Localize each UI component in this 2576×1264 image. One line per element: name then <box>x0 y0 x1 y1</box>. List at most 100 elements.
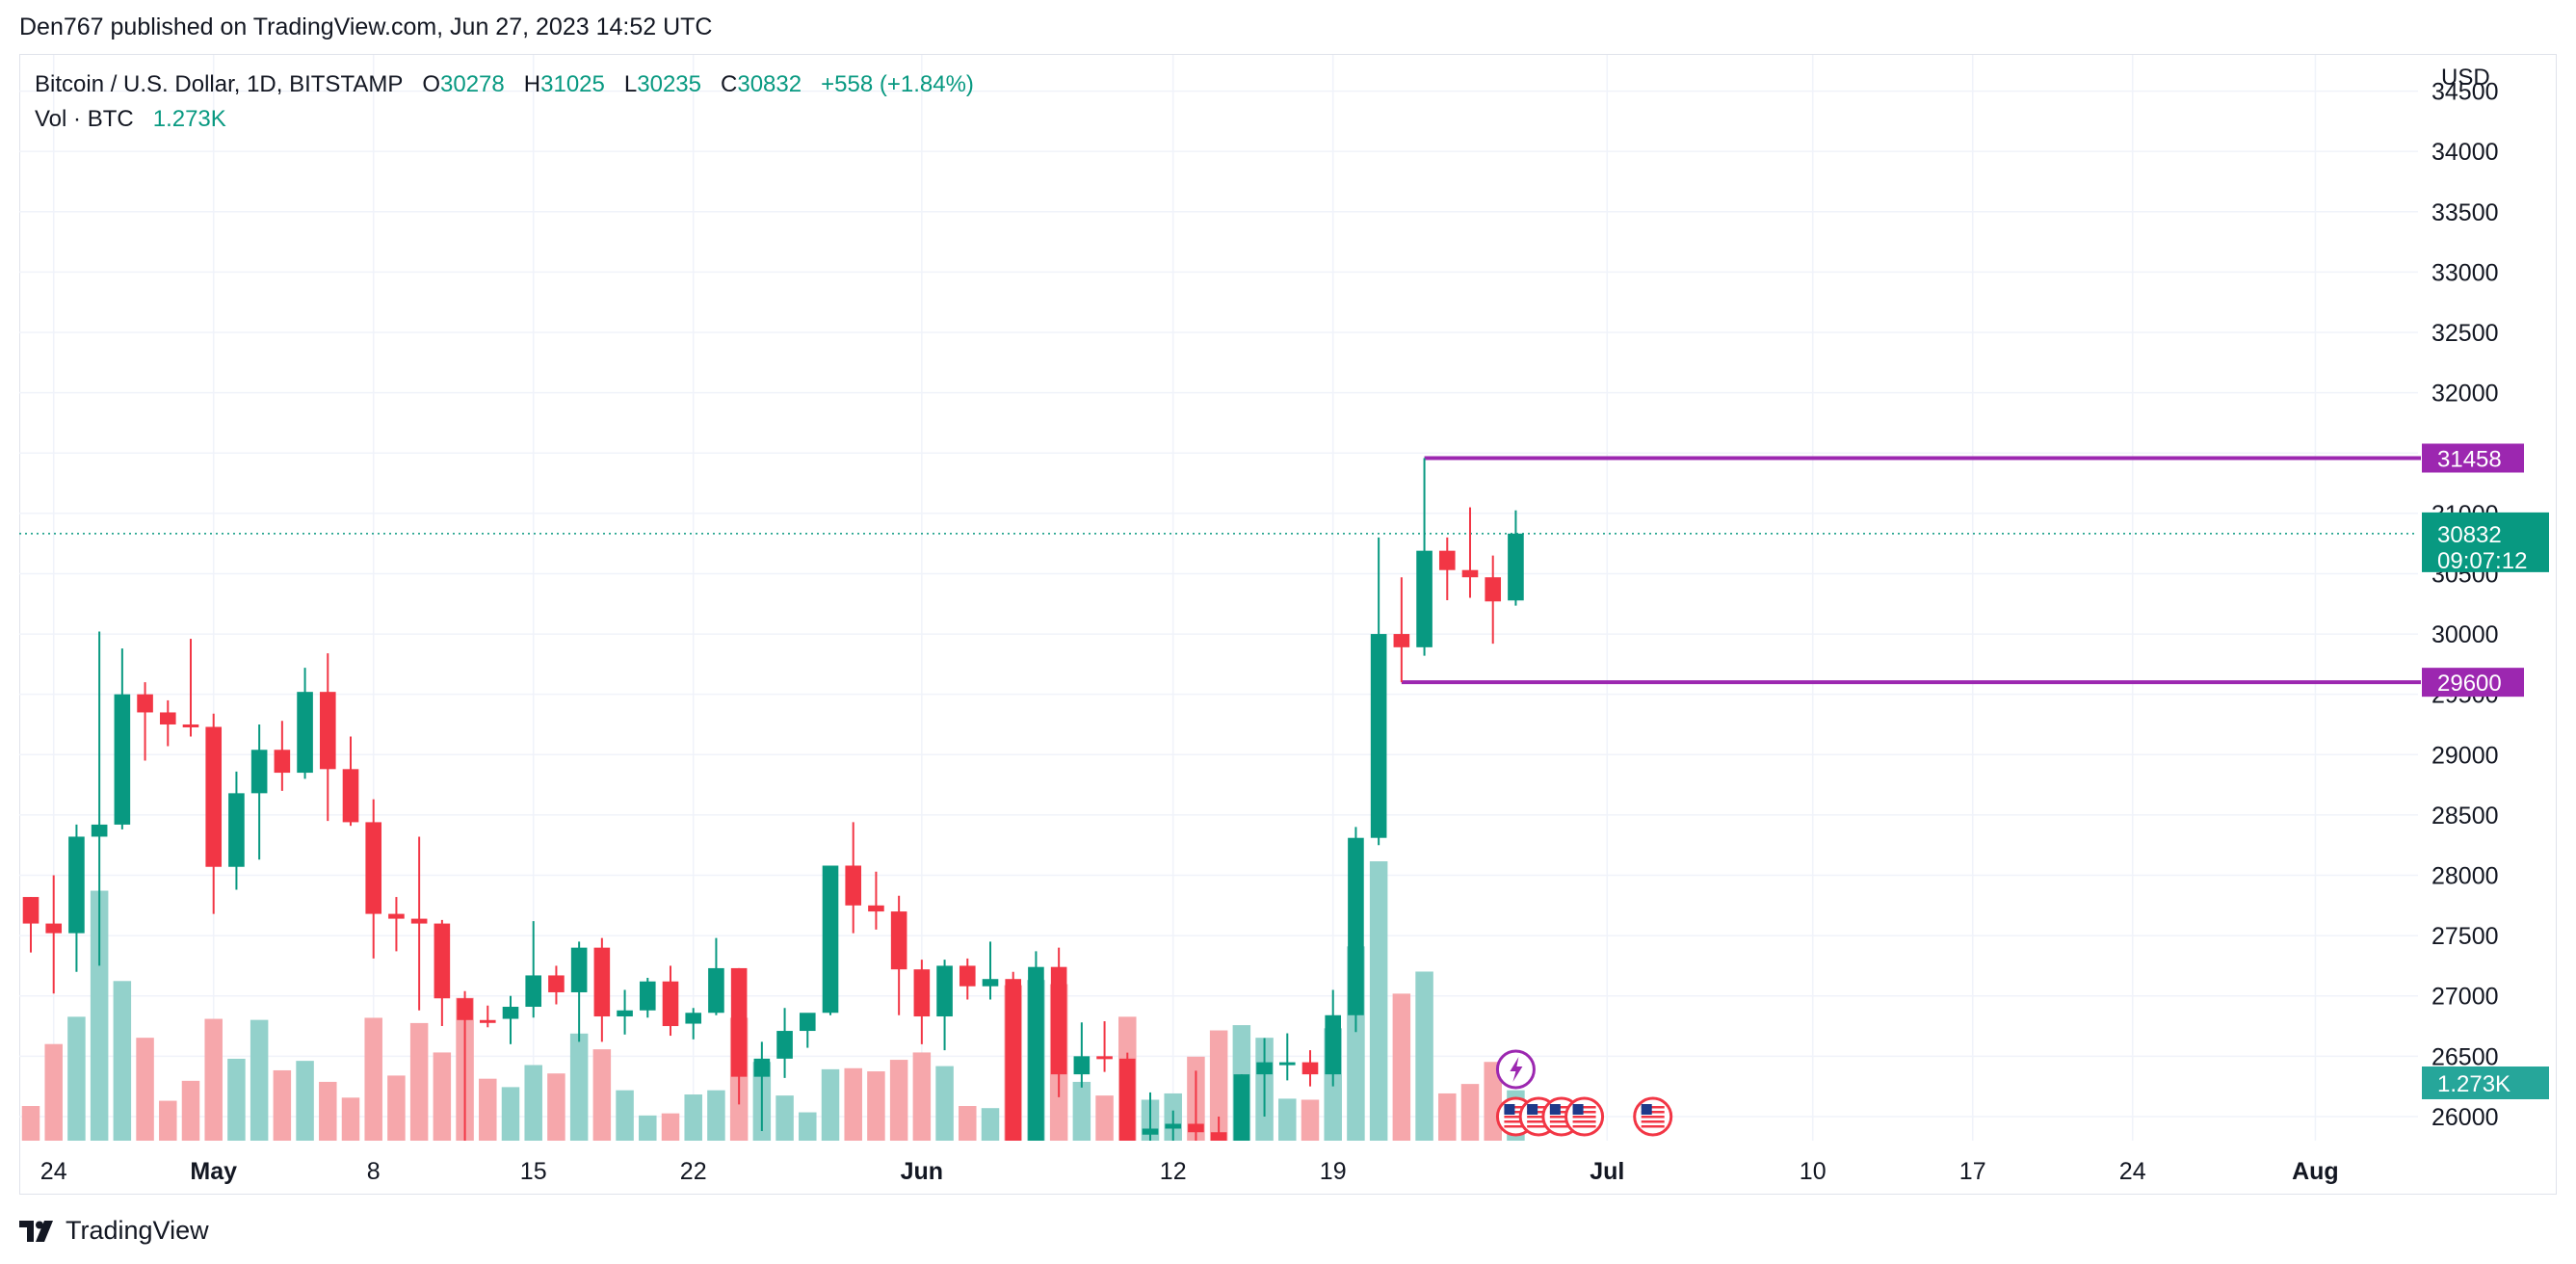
date-tick-label: 22 <box>680 1158 707 1185</box>
candle-body <box>159 712 176 724</box>
candle-body <box>868 905 884 912</box>
candle-body <box>1485 577 1502 602</box>
volume-bar <box>935 1066 954 1141</box>
candle <box>1438 537 1456 601</box>
volume-bar <box>569 1033 589 1141</box>
price-tick-label: 32500 <box>2431 320 2499 347</box>
volume-bar <box>136 1038 154 1141</box>
legend-volume-row: Vol · BTC 1.273K <box>35 102 974 137</box>
volume-bar <box>844 1067 862 1141</box>
volume-bar <box>1301 1099 1320 1141</box>
lightning-icon <box>1495 1049 1536 1090</box>
candle <box>936 960 953 1051</box>
candle <box>342 736 359 827</box>
candle-body <box>319 692 336 770</box>
volume-bar <box>707 1090 725 1141</box>
date-tick-label: Jul <box>1590 1158 1624 1185</box>
candle-body <box>593 947 611 1017</box>
candle <box>1508 510 1524 606</box>
tradingview-brand[interactable]: TradingView <box>19 1216 209 1246</box>
candle <box>845 822 862 934</box>
close-value: 30832 <box>737 71 802 97</box>
candle-body <box>753 1058 771 1077</box>
high-label: H <box>523 71 541 97</box>
candle-body <box>274 750 291 774</box>
symbol-name[interactable]: Bitcoin / U.S. Dollar, 1D, BITSTAMP <box>35 71 404 97</box>
candle-body <box>1393 634 1410 647</box>
candle <box>570 941 588 1042</box>
volume-bar <box>250 1019 269 1141</box>
chart-legend: Bitcoin / U.S. Dollar, 1D, BITSTAMP O302… <box>35 67 974 137</box>
volume-bar <box>661 1113 680 1141</box>
candle <box>297 668 313 779</box>
candle <box>319 653 336 822</box>
candle-body <box>1005 979 1022 1141</box>
candle-body <box>434 923 451 999</box>
price-tick-label: 29000 <box>2431 742 2499 769</box>
candle-body <box>1210 1132 1227 1141</box>
price-tick-label: 32000 <box>2431 381 2499 408</box>
candle <box>114 648 131 830</box>
candle <box>45 875 63 994</box>
candle <box>959 958 976 1000</box>
candle <box>410 836 428 1011</box>
last-volume-tag <box>2422 1066 2549 1099</box>
candle <box>799 1013 816 1048</box>
candle-body <box>1508 533 1524 601</box>
candle <box>182 639 199 737</box>
volume-bar <box>592 1049 612 1141</box>
volume-bar <box>90 890 109 1141</box>
volume-bar <box>1095 1095 1114 1141</box>
volume-label[interactable]: Vol · BTC <box>35 106 134 132</box>
volume-bar <box>341 1097 360 1141</box>
chart-frame <box>19 54 2557 1195</box>
candle-body <box>182 724 199 727</box>
candle <box>1188 1070 1204 1141</box>
candle <box>137 682 153 761</box>
volume-bar <box>159 1100 177 1141</box>
date-tick-label: 12 <box>1160 1158 1187 1185</box>
volume-bar <box>296 1061 314 1141</box>
volume-value: 1.273K <box>152 106 226 132</box>
candle-body <box>1118 1058 1136 1141</box>
low-value: 30235 <box>637 71 701 97</box>
candle <box>1028 951 1044 1141</box>
candle-body <box>662 981 679 1027</box>
candle-body <box>822 865 839 1014</box>
candle-body <box>22 897 39 924</box>
candle <box>228 771 245 890</box>
candle <box>22 897 39 953</box>
candle-body <box>205 726 223 867</box>
axes: USD 26000 26500 27000 27500 28000 28500 29000 2… <box>40 65 2499 1185</box>
candle <box>434 919 451 1027</box>
date-tick-label: May <box>190 1158 237 1185</box>
candle-body <box>1096 1056 1113 1060</box>
candle-body <box>365 822 382 914</box>
candle <box>525 921 542 1018</box>
candle <box>982 941 999 1000</box>
candle-body <box>548 975 565 992</box>
volume-bar <box>227 1058 246 1141</box>
candle <box>1348 827 1364 1033</box>
volume-bar <box>639 1115 657 1141</box>
level-price-tag <box>2422 443 2524 473</box>
countdown-label: 09:07:12 <box>2437 548 2527 574</box>
price-tick-label: 27000 <box>2431 984 2499 1011</box>
candle <box>365 799 382 959</box>
volume-bar <box>319 1081 337 1141</box>
candle-body <box>1165 1123 1182 1129</box>
price-tick-label: 28500 <box>2431 803 2499 830</box>
candle <box>1096 1021 1113 1072</box>
candle <box>1393 577 1410 683</box>
candle <box>776 1008 793 1078</box>
volume-bar <box>959 1106 977 1141</box>
candle-body <box>1188 1123 1204 1133</box>
date-tick-label: 19 <box>1320 1158 1347 1185</box>
candle-body <box>1325 1014 1342 1075</box>
brand-name: TradingView <box>66 1216 209 1245</box>
candle-body <box>479 1019 496 1023</box>
price-tick-label: 28000 <box>2431 863 2499 890</box>
candle-body <box>708 967 724 1014</box>
